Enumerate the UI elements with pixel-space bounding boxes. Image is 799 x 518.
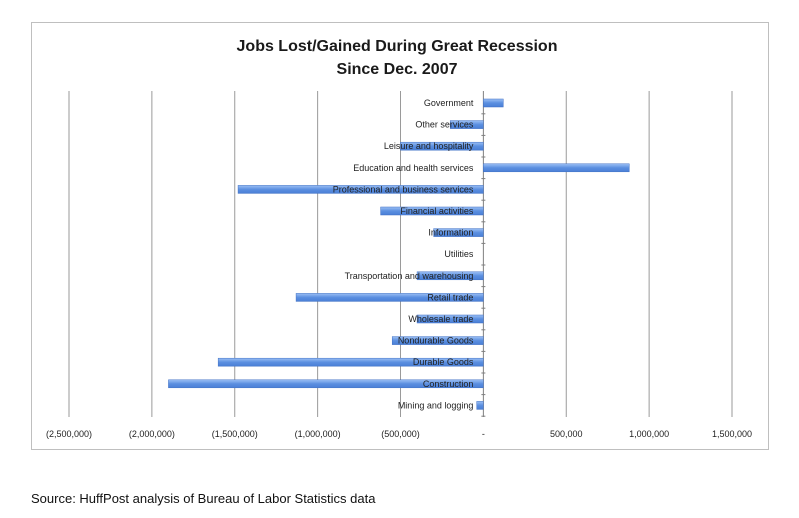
x-tick-label: 1,500,000 (712, 429, 752, 439)
x-tick-label: (2,500,000) (46, 429, 92, 439)
category-label: Education and health services (353, 163, 474, 173)
category-label: Professional and business services (333, 184, 474, 194)
source-note: Source: HuffPost analysis of Bureau of L… (31, 491, 376, 506)
bar (391, 336, 484, 345)
category-label: Utilities (444, 249, 474, 259)
category-label: Nondurable Goods (398, 336, 474, 346)
category-label: Retail trade (427, 292, 473, 302)
bar (476, 401, 484, 410)
bar (295, 293, 484, 302)
category-label: Transportation and warehousing (345, 271, 474, 281)
chart-subtitle: Since Dec. 2007 (337, 61, 458, 78)
bar (483, 98, 504, 108)
x-tick-label: (500,000) (381, 429, 420, 439)
bar (217, 357, 484, 367)
bar (433, 228, 484, 237)
x-tick-label: 1,000,000 (629, 429, 669, 439)
bar (237, 185, 484, 194)
bar (416, 271, 484, 281)
x-tick-label: (1,500,000) (212, 429, 258, 439)
bar (380, 206, 484, 216)
bar (400, 141, 484, 151)
grid-lines (68, 91, 733, 417)
chart-title: Jobs Lost/Gained During Great Recession (237, 38, 558, 55)
chart-svg: Jobs Lost/Gained During Great Recession … (46, 38, 752, 439)
bar (416, 314, 484, 324)
x-tick-label: - (482, 429, 485, 439)
bar (449, 120, 484, 129)
category-label: Durable Goods (413, 357, 474, 367)
category-label: Information (428, 228, 473, 238)
bar (168, 379, 484, 389)
x-tick-label: (2,000,000) (129, 429, 175, 439)
x-tick-label: (1,000,000) (295, 429, 341, 439)
category-label: Construction (423, 379, 474, 389)
x-tick-labels: (2,500,000) (2,000,000) (1,500,000) (1,000,… (46, 429, 752, 439)
category-label: Other services (415, 120, 474, 130)
category-label: Wholesale trade (408, 314, 473, 324)
chart-frame: Jobs Lost/Gained During Great Recession … (31, 22, 769, 450)
category-label: Financial activities (400, 206, 474, 216)
category-label: Leisure and hospitality (384, 141, 474, 151)
category-labels: Government Other services Leisure and hosp… (333, 98, 474, 410)
bar (483, 163, 630, 173)
category-label: Government (424, 98, 474, 108)
bars (168, 98, 630, 417)
category-label: Mining and logging (398, 400, 474, 410)
x-tick-label: 500,000 (550, 429, 583, 439)
